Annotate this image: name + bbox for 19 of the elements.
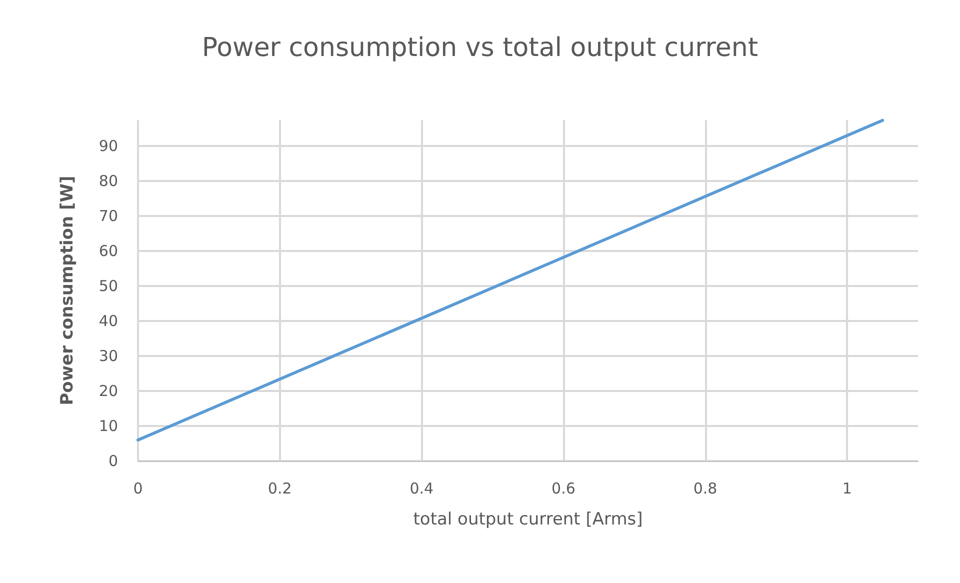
y-tick-label: 70 <box>98 207 118 226</box>
y-tick-label: 50 <box>98 277 118 296</box>
x-tick-label: 0.6 <box>552 480 576 498</box>
y-tick-label: 90 <box>98 137 118 156</box>
y-tick-label: 0 <box>108 452 118 470</box>
chart-title: Power consumption vs total output current <box>202 33 758 63</box>
y-axis-title: Power consumption [W] <box>58 176 78 406</box>
y-tick-label: 30 <box>98 347 118 366</box>
y-tick-label: 20 <box>98 382 118 400</box>
x-tick-label: 0.2 <box>268 480 292 498</box>
y-tick-label: 40 <box>98 312 118 330</box>
y-tick-label: 10 <box>98 417 118 436</box>
x-axis-title: total output current [Arms] <box>413 510 643 530</box>
y-tick-label: 80 <box>98 172 118 190</box>
x-tick-label: 1 <box>842 480 852 498</box>
x-tick-label: 0.8 <box>693 480 718 498</box>
y-tick-label: 60 <box>98 242 118 260</box>
x-tick-label: 0.4 <box>410 480 434 498</box>
x-tick-label: 0 <box>133 480 143 498</box>
